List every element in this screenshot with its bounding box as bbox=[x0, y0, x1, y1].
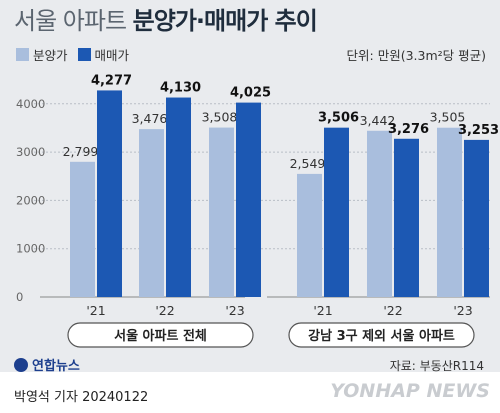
group-label: 강남 3구 제외 서울 아파트 bbox=[308, 328, 455, 344]
data-label: 3,476 bbox=[132, 111, 168, 126]
bar-trade bbox=[97, 90, 122, 298]
source-note: 자료: 부동산R114 bbox=[389, 359, 484, 373]
page-title: 서울 아파트 분양가·매매가 추이 bbox=[14, 4, 318, 38]
data-label: 3,506 bbox=[318, 111, 359, 126]
y-tick-label: 2000 bbox=[16, 193, 45, 207]
y-tick-label: 3000 bbox=[16, 145, 45, 159]
byline: 박영석 기자 20240122 bbox=[14, 390, 149, 405]
data-label: 4,277 bbox=[91, 73, 132, 88]
group-label-pill bbox=[67, 322, 254, 348]
legend-item-trade: 매매가 bbox=[77, 45, 130, 64]
yonhap-logo-icon bbox=[14, 357, 28, 372]
bar-presale bbox=[209, 127, 234, 297]
data-label: 2,799 bbox=[63, 144, 99, 159]
data-label: 4,130 bbox=[160, 81, 201, 96]
x-tick-label: '23 bbox=[453, 303, 472, 318]
data-label: 4,025 bbox=[230, 86, 271, 101]
yonhap-logo-text: 연합뉴스 bbox=[32, 359, 80, 374]
title-bold: 분양가·매매가 추이 bbox=[132, 7, 318, 35]
unit-note: 단위: 만원(3.3m²당 평균) bbox=[346, 48, 486, 63]
title-light: 서울 아파트 bbox=[14, 7, 127, 35]
data-label: 3,442 bbox=[360, 113, 396, 128]
legend-item-presale: 분양가 bbox=[16, 45, 68, 64]
data-label: 3,505 bbox=[430, 110, 466, 125]
bar-trade bbox=[394, 138, 419, 297]
x-tick-label: '22 bbox=[383, 303, 402, 318]
x-tick-label: '21 bbox=[86, 303, 105, 318]
data-label: 3,253 bbox=[458, 123, 499, 138]
bar-presale bbox=[297, 173, 322, 297]
legend: 분양가 매매가 bbox=[16, 45, 139, 64]
watermark: YONHAP NEWS bbox=[330, 380, 490, 402]
data-label: 3,508 bbox=[202, 110, 238, 125]
data-label: 2,549 bbox=[290, 156, 326, 171]
bar-presale bbox=[437, 127, 462, 297]
bar-chart: 0 1000 2000 3000 4000 2,799 4,277 '21 3,476 4,130… bbox=[16, 73, 499, 348]
x-tick-label: '21 bbox=[313, 303, 332, 318]
y-tick-label: 4000 bbox=[16, 97, 45, 111]
bar-presale bbox=[139, 129, 164, 297]
bar-trade bbox=[236, 102, 261, 297]
group-label-pill bbox=[288, 322, 475, 348]
yonhap-logo: 연합뉴스 bbox=[14, 355, 80, 374]
bar-trade bbox=[324, 127, 349, 297]
y-tick-label: 0 bbox=[16, 290, 23, 304]
legend-label-presale: 분양가 bbox=[33, 48, 68, 63]
data-label: 3,276 bbox=[388, 122, 429, 137]
y-tick-label: 1000 bbox=[16, 242, 45, 256]
legend-swatch-presale bbox=[16, 48, 29, 61]
bar-presale bbox=[367, 130, 392, 297]
x-tick-label: '22 bbox=[155, 303, 174, 318]
bar-trade bbox=[166, 97, 191, 297]
legend-swatch-trade bbox=[77, 48, 91, 61]
group-label: 서울 아파트 전체 bbox=[114, 328, 207, 344]
legend-label-trade: 매매가 bbox=[94, 48, 130, 63]
bar-trade bbox=[464, 139, 489, 297]
x-tick-label: '23 bbox=[225, 303, 244, 318]
bar-presale bbox=[70, 161, 95, 297]
